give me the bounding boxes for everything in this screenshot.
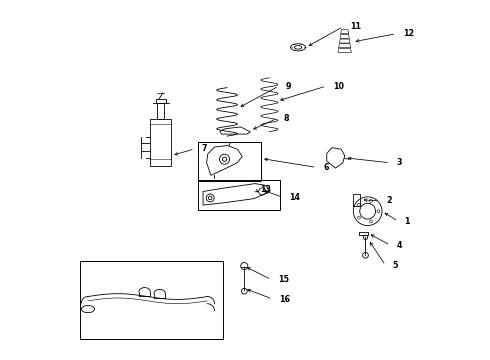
Text: 12: 12: [403, 29, 414, 38]
Bar: [197, 180, 280, 211]
Text: 15: 15: [278, 275, 289, 284]
Text: 13: 13: [260, 185, 271, 194]
Bar: [80, 261, 223, 338]
Text: 1: 1: [405, 217, 410, 226]
Text: 6: 6: [323, 163, 329, 172]
Text: 9: 9: [285, 82, 291, 91]
Text: 4: 4: [397, 241, 402, 250]
Text: 3: 3: [397, 158, 402, 167]
Text: 5: 5: [392, 261, 397, 270]
Text: 14: 14: [289, 193, 300, 202]
Text: 7: 7: [201, 144, 207, 153]
Text: 16: 16: [279, 294, 290, 303]
Text: 10: 10: [333, 82, 344, 91]
Text: 2: 2: [386, 196, 392, 205]
Bar: [198, 141, 261, 181]
Text: 11: 11: [350, 22, 361, 31]
Text: 8: 8: [284, 114, 290, 123]
